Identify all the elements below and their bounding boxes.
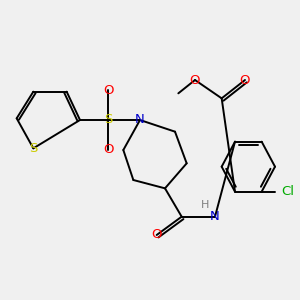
Text: H: H — [201, 200, 209, 210]
Text: O: O — [240, 74, 250, 86]
Text: S: S — [104, 113, 112, 127]
Text: O: O — [190, 74, 200, 86]
Text: S: S — [29, 142, 38, 155]
Text: O: O — [103, 143, 114, 157]
Text: N: N — [135, 113, 145, 127]
Text: Cl: Cl — [282, 185, 295, 198]
Text: O: O — [103, 83, 114, 97]
Text: O: O — [152, 229, 162, 242]
Text: N: N — [210, 210, 220, 223]
